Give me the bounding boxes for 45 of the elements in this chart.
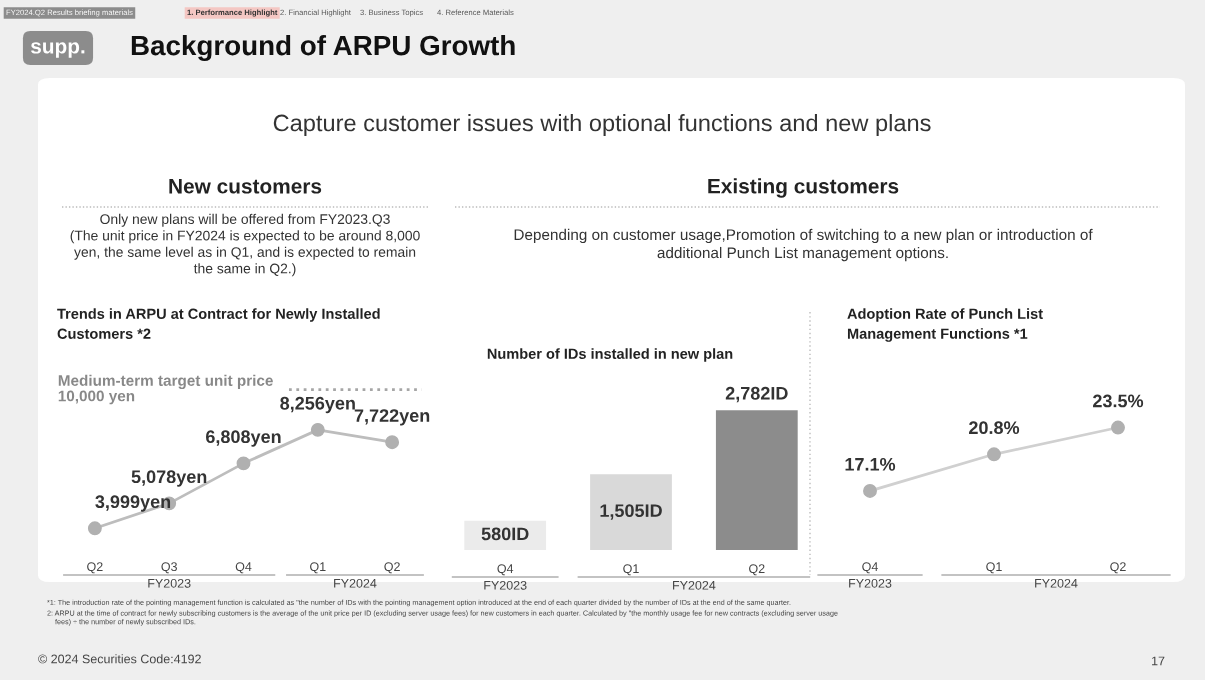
x-tick-label: Q2 <box>1110 562 1126 574</box>
x-tick-label: Q2 <box>384 562 400 574</box>
point <box>310 422 325 437</box>
data-label: 2,782ID <box>725 386 788 403</box>
data-label: 580ID <box>481 527 529 541</box>
x-tick-label: Q1 <box>986 562 1002 574</box>
text: Background of ARPU Growth <box>131 34 515 62</box>
x-tick-label: Q2 <box>87 562 103 574</box>
chart-title: Number of IDs installed in new plan <box>487 348 733 362</box>
ref-line-label: Medium-term target unit price 10,000 yen <box>58 374 273 405</box>
data-label: 3,999yen <box>95 495 171 512</box>
text: Depending on customer usage,Promotion of switching to a new plan or introduction of additional Punch List management options. <box>514 228 1093 262</box>
text: 17 <box>1152 656 1165 666</box>
x-tick-label: Q1 <box>310 562 326 574</box>
text: supp. <box>30 42 85 58</box>
point <box>87 521 102 536</box>
chart-title: Trends in ARPU at Contract for Newly Installed Customers *2 <box>57 308 380 339</box>
text: FY2023 <box>148 578 191 588</box>
text: New customers <box>169 179 322 194</box>
chart-title: Adoption Rate of Punch List Management Functions *1 <box>847 308 1043 342</box>
text: FY2024 <box>1035 578 1078 588</box>
text: FY2024 <box>334 578 377 588</box>
text: Only new plans will be offered from FY2023.Q3 (The unit price in FY2024 is expected to be around 8,000 yen, the same level as in Q1, and is expected to remain the same in Q2.) <box>70 213 420 277</box>
data-label: 6,808yen <box>206 430 281 447</box>
x-tick-label: Q1 <box>623 564 639 576</box>
point <box>236 456 251 471</box>
data-label: 8,256yen <box>280 396 355 414</box>
text: FY2023 <box>484 580 527 590</box>
data-label: 7,722yen <box>354 409 430 426</box>
text: FY2024 <box>673 580 716 590</box>
data-label: 5,078yen <box>131 470 207 487</box>
text: Existing customers <box>708 178 899 198</box>
data-label: 20.8% <box>969 421 1020 435</box>
x-tick-label: Q2 <box>749 564 765 576</box>
x-tick-label: Q4 <box>235 562 252 574</box>
data-label: 17.1% <box>845 457 896 471</box>
text: © 2024 Securities Code:4192 <box>38 654 201 664</box>
x-tick-label: Q4 <box>497 564 514 576</box>
text: Capture customer issues with optional functions and new plans <box>273 114 931 136</box>
data-label: 1,505ID <box>600 504 662 520</box>
point <box>385 435 400 450</box>
x-tick-label: Q3 <box>161 562 177 574</box>
text: FY2023 <box>849 578 892 588</box>
x-tick-label: Q4 <box>862 562 878 574</box>
data-label: 23.5% <box>1093 394 1144 408</box>
